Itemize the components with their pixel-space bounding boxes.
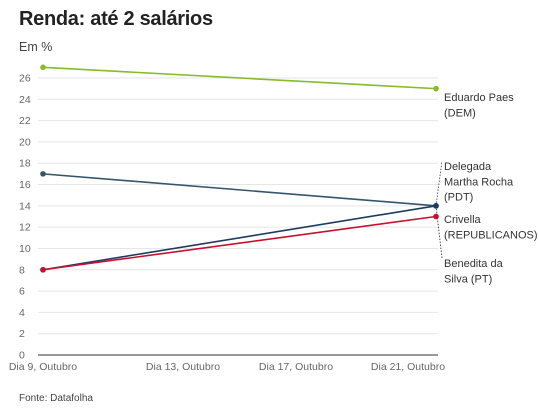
data-point [433,213,439,220]
series-label-line: Crivella [444,214,482,226]
x-axis-ticks: Dia 9, Outubro Dia 13, Outubro Dia 17, Out… [9,361,445,373]
y-tick-label: 16 [19,179,31,191]
data-point [40,64,46,71]
series-label: Crivella (REPUBLICANOS) [444,214,538,241]
series-line [42,205,437,271]
chart-title: Renda: até 2 salários [19,8,213,30]
series-label-line: (PDT) [444,192,473,204]
y-tick-label: 2 [19,328,25,340]
y-tick-label: 14 [19,200,31,212]
y-tick-label: 24 [19,94,31,106]
x-tick-label: Dia 17, Outubro [259,361,333,373]
x-tick-label: Dia 21, Outubro [371,361,445,373]
series-label: Benedita da Silva (PT) [444,258,504,285]
series-labels: Eduardo Paes (DEM) Delegada Martha Rocha (PD… [444,92,538,285]
series-label-line: Benedita da [444,258,504,270]
y-tick-label: 26 [19,72,31,84]
leader-line [435,160,443,206]
y-tick-label: 0 [19,350,25,362]
gridlines [38,77,438,356]
data-point [40,266,46,273]
y-axis-label: Em % [19,40,53,54]
series-label-line: Silva (PT) [444,273,492,285]
y-tick-label: 4 [19,307,25,319]
leader-line [435,205,443,259]
series-label-line: (DEM) [444,107,476,119]
label-leader-lines [435,160,443,259]
x-tick-label: Dia 9, Outubro [9,361,77,373]
y-tick-label: 10 [19,243,31,255]
series-label-line: Delegada [444,161,492,173]
data-point [433,203,439,209]
data-point [40,171,46,177]
series-line [42,173,437,207]
source-note: Fonte: Datafolha [19,393,93,404]
data-point [433,85,439,92]
y-tick-label: 18 [19,158,31,170]
x-tick-label: Dia 13, Outubro [146,361,220,373]
series-lines [40,64,439,273]
series-line [42,66,437,90]
series-label-line: Martha Rocha [444,176,514,188]
series-line [42,215,437,271]
y-tick-label: 12 [19,222,31,234]
y-tick-label: 20 [19,136,31,148]
series-label: Delegada Martha Rocha (PDT) [444,161,514,204]
y-tick-label: 8 [19,264,25,276]
series-label: Eduardo Paes (DEM) [444,92,514,119]
y-tick-label: 6 [19,286,25,298]
series-label-line: (REPUBLICANOS) [444,229,538,241]
series-label-line: Eduardo Paes [444,92,514,104]
y-tick-label: 22 [19,115,31,127]
